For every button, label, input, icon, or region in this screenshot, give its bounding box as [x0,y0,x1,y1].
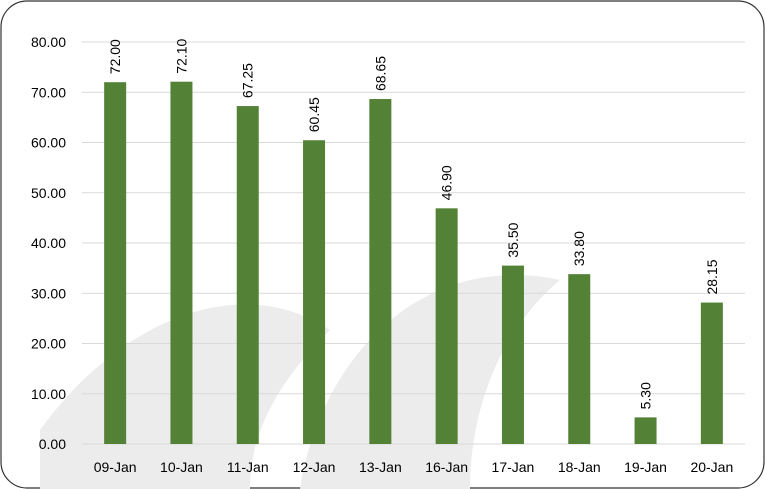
y-tick-label: 0.00 [39,436,66,452]
y-tick-label: 30.00 [31,285,66,301]
bar [236,106,259,444]
bar [501,265,524,444]
x-tick-label: 11-Jan [227,459,269,475]
data-label: 68.65 [372,56,388,91]
x-tick-label: 12-Jan [293,459,336,475]
bar [170,81,193,444]
x-tick-label: 16-Jan [425,459,468,475]
y-tick-label: 10.00 [31,386,66,402]
x-tick-label: 18-Jan [558,459,601,475]
y-tick-label: 50.00 [31,185,66,201]
data-label: 35.50 [505,222,521,257]
bar [634,417,657,444]
data-label: 67.25 [240,63,256,98]
y-axis-ticks: 0.00 10.00 20.00 30.00 40.00 50.00 60.00 70.00 8… [31,34,66,452]
data-label: 33.80 [571,231,587,266]
data-label: 46.90 [439,165,455,200]
bar [435,208,458,444]
bar [700,302,723,444]
y-tick-label: 80.00 [31,34,66,50]
bars [104,81,723,444]
bar [568,274,591,444]
bar [303,140,326,444]
y-tick-label: 70.00 [31,84,66,100]
data-labels: 72.00 72.10 67.25 60.45 68.65 46.90 35.50 33.80… [107,38,720,409]
x-tick-label: 17-Jan [492,459,535,475]
x-tick-label: 10-Jan [160,459,203,475]
data-label: 28.15 [704,259,720,294]
bar [369,99,392,444]
y-tick-label: 20.00 [31,336,66,352]
data-label: 72.10 [173,38,189,73]
x-tick-label: 13-Jan [359,459,402,475]
x-tick-label: 20-Jan [690,459,733,475]
data-label: 5.30 [638,382,654,409]
data-label: 60.45 [306,97,322,132]
x-tick-label: 09-Jan [94,459,137,475]
y-tick-label: 60.00 [31,135,66,151]
bar [104,82,127,444]
gridlines [82,41,745,445]
data-label: 72.00 [107,39,123,74]
y-tick-label: 40.00 [31,235,66,251]
x-axis-ticks: 09-Jan 10-Jan 11-Jan 12-Jan 13-Jan 16-Jan 17-J… [94,459,734,475]
x-tick-label: 19-Jan [624,459,667,475]
